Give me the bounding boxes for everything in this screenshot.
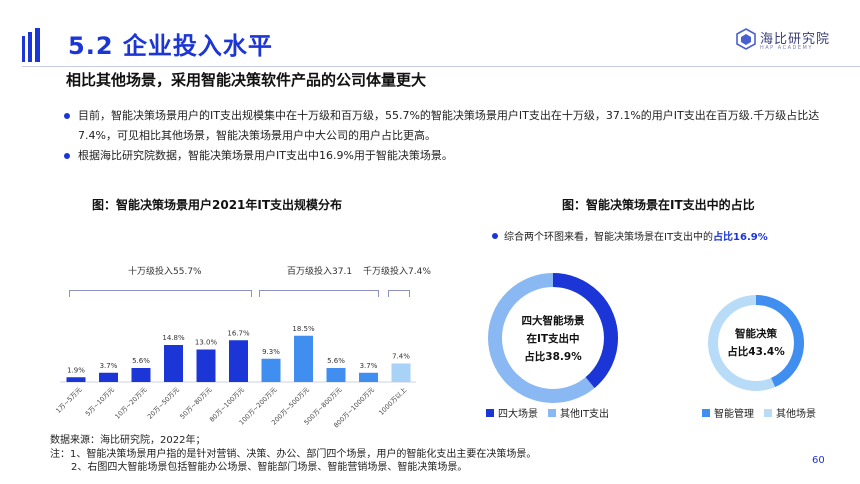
left-chart-title: 图：智能决策场景用户2021年IT支出规模分布: [92, 198, 343, 212]
footer-notes: 数据来源：海比研究院，2022年； 注：1、智能决策场景用户指的是针对营销、决策…: [50, 434, 536, 475]
bar-value-label: 3.7%: [360, 362, 378, 370]
bar: [261, 358, 281, 382]
bullet-list: 目前，智能决策场景用户的IT支出规模集中在十万级和百万级，55.7%的智能决策场…: [64, 106, 824, 166]
bar-value-label: 5.6%: [132, 357, 150, 365]
donut-chart-decision: [708, 295, 804, 391]
legend-label: 智能管理: [714, 409, 754, 420]
donut2-center-label: 智能决策 占比43.4%: [706, 325, 806, 361]
group-bracket-baiwan: [259, 290, 379, 297]
header-divider: [22, 66, 860, 67]
page-title: 5.2 企业投入水平: [68, 32, 273, 60]
bar: [326, 368, 346, 382]
bar: [164, 345, 183, 382]
donut-note: 综合两个环图来看，智能决策场景在IT支出中的占比16.9%: [492, 228, 768, 243]
bar-value-label: 7.4%: [392, 353, 410, 361]
brand-logo: 海比研究院 HAP ACADEMY: [736, 28, 846, 54]
donut2-center-line: 智能决策: [735, 328, 777, 340]
legend-label: 四大场景: [498, 409, 538, 420]
group-label-shiwan: 十万级投入55.7%: [128, 267, 202, 277]
bar: [131, 368, 151, 382]
legend-label: 其他IT支出: [560, 409, 610, 420]
x-tick-label: 10万~20万元: [113, 385, 148, 420]
bar: [99, 372, 118, 382]
group-label-baiwan: 百万级投入37.1: [287, 267, 353, 277]
bar-value-label: 5.6%: [327, 357, 345, 365]
section-subtitle: 相比其他场景，采用智能决策软件产品的公司体量更大: [66, 71, 427, 89]
group-bracket-shiwan: [69, 290, 252, 297]
cube-logo-icon: [736, 28, 756, 50]
note-bullet-dot: [492, 233, 498, 239]
bar: [196, 349, 216, 382]
page-number: 60: [812, 455, 825, 466]
donut1-center-line: 占比38.9%: [524, 351, 582, 363]
donut1-center-line: 在IT支出中: [526, 333, 580, 345]
footnote-1: 注：1、智能决策场景用户指的是针对营销、决策、办公、部门四个场景，用户的智能化支…: [50, 448, 537, 460]
donut2-main-segment: [708, 295, 804, 391]
legend-swatch-light: [548, 408, 556, 417]
group-bracket-qianwan: [388, 290, 410, 297]
bullet-item: 根据海比研究院数据，智能决策场景用户IT支出中16.9%用于智能决策场景。: [64, 146, 824, 166]
donut2-legend: 智能管理 其他场景: [702, 405, 816, 420]
legend-swatch-mid: [702, 408, 710, 417]
bar-value-label: 9.3%: [262, 348, 280, 356]
right-chart-title: 图：智能决策场景在IT支出中的占比: [562, 198, 755, 212]
bar: [391, 363, 411, 382]
bullet-item: 目前，智能决策场景用户的IT支出规模集中在十万级和百万级，55.7%的智能决策场…: [64, 106, 824, 146]
donut-note-emphasis: 占比16.9%: [713, 232, 768, 243]
bar-value-label: 14.8%: [162, 334, 185, 342]
donut1-legend: 四大场景 其他IT支出: [486, 405, 609, 420]
bar-value-label: 18.5%: [292, 325, 315, 333]
bar: [294, 335, 313, 382]
bar: [66, 377, 86, 382]
source-note: 数据来源：海比研究院，2022年；: [50, 435, 206, 446]
donut-note-text: 综合两个环图来看，智能决策场景在IT支出中的: [504, 232, 714, 243]
donut-chart-it-spend: [488, 273, 618, 403]
bar: [359, 372, 378, 382]
donut1-main-segment: [488, 273, 618, 403]
donut2-center-line: 占比43.4%: [727, 346, 785, 358]
legend-swatch-pale: [764, 408, 772, 417]
footnote-2: 2、右图四大智能场景包括智能办公场景、智能部门场景、智能营销场景、智能决策场景。: [71, 462, 468, 473]
logo-name: 海比研究院: [760, 32, 831, 47]
x-tick-label: 1万~5万元: [54, 385, 83, 414]
bar-chart: 1.9% 1万~5万元 3.7% 5万~10万元 5.6% 10万~20万元 14.8% 20…: [54, 325, 416, 430]
x-tick-label: 1000万以上: [377, 385, 409, 417]
x-tick-label: 5万~10万元: [84, 385, 116, 417]
x-tick-label: 50万~80万元: [178, 385, 213, 420]
donut1-center-label: 四大智能场景 在IT支出中 占比38.9%: [490, 312, 616, 366]
header-accent-bars: [22, 28, 62, 62]
bar-value-label: 3.7%: [100, 362, 118, 370]
legend-swatch-dark: [486, 408, 494, 417]
donut1-center-line: 四大智能场景: [521, 315, 585, 327]
bar-value-label: 16.7%: [227, 329, 250, 337]
bar: [229, 340, 248, 382]
bar-value-label: 1.9%: [67, 366, 85, 374]
logo-subtitle: HAP ACADEMY: [760, 45, 813, 51]
legend-label: 其他场景: [776, 409, 816, 420]
bar-value-label: 13.0%: [195, 339, 218, 347]
x-tick-label: 20万~50万元: [146, 385, 181, 420]
group-label-qianwan: 千万级投入7.4%: [363, 267, 431, 277]
